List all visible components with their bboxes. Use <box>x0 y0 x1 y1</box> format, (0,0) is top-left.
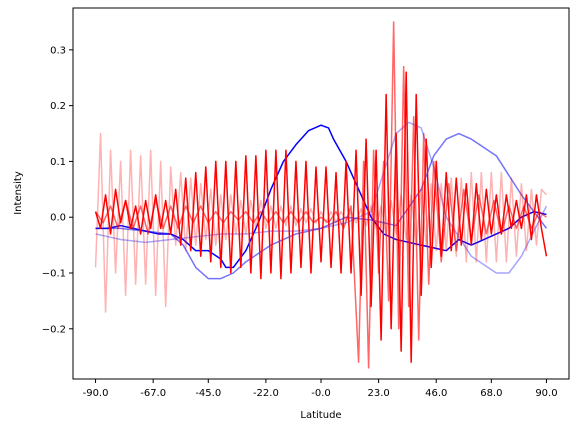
y-tick-label: 0.0 <box>50 213 66 224</box>
series-line-4 <box>94 132 548 313</box>
x-axis-ticks: -90.0 -67.0 -45.0 -22.0 -0.0 23.0 46.0 68.0 90.0 <box>83 379 558 399</box>
x-tick-label: 46.0 <box>425 388 447 399</box>
x-tick-label: 90.0 <box>535 388 557 399</box>
x-tick-label: 23.0 <box>367 388 389 399</box>
x-tick-label: 68.0 <box>480 388 502 399</box>
x-tick-label: -67.0 <box>140 388 166 399</box>
y-tick-label: −0.1 <box>42 269 66 280</box>
series-line-6 <box>94 71 548 364</box>
series-layer <box>94 21 548 369</box>
x-tick-label: -0.0 <box>311 388 331 399</box>
y-axis-label: Intensity <box>13 171 24 215</box>
y-axis-ticks: −0.2 −0.1 0.0 0.1 0.2 0.3 <box>42 45 73 335</box>
x-tick-label: -45.0 <box>195 388 221 399</box>
x-axis-label: Latitude <box>300 410 341 421</box>
series-line-1 <box>95 121 548 274</box>
x-tick-label: -90.0 <box>83 388 109 399</box>
y-tick-label: −0.2 <box>42 324 66 335</box>
y-tick-label: 0.2 <box>50 101 66 112</box>
y-tick-label: 0.1 <box>50 157 66 168</box>
series-line-3 <box>95 124 547 269</box>
y-tick-label: 0.3 <box>50 45 66 56</box>
x-tick-label: -22.0 <box>253 388 279 399</box>
